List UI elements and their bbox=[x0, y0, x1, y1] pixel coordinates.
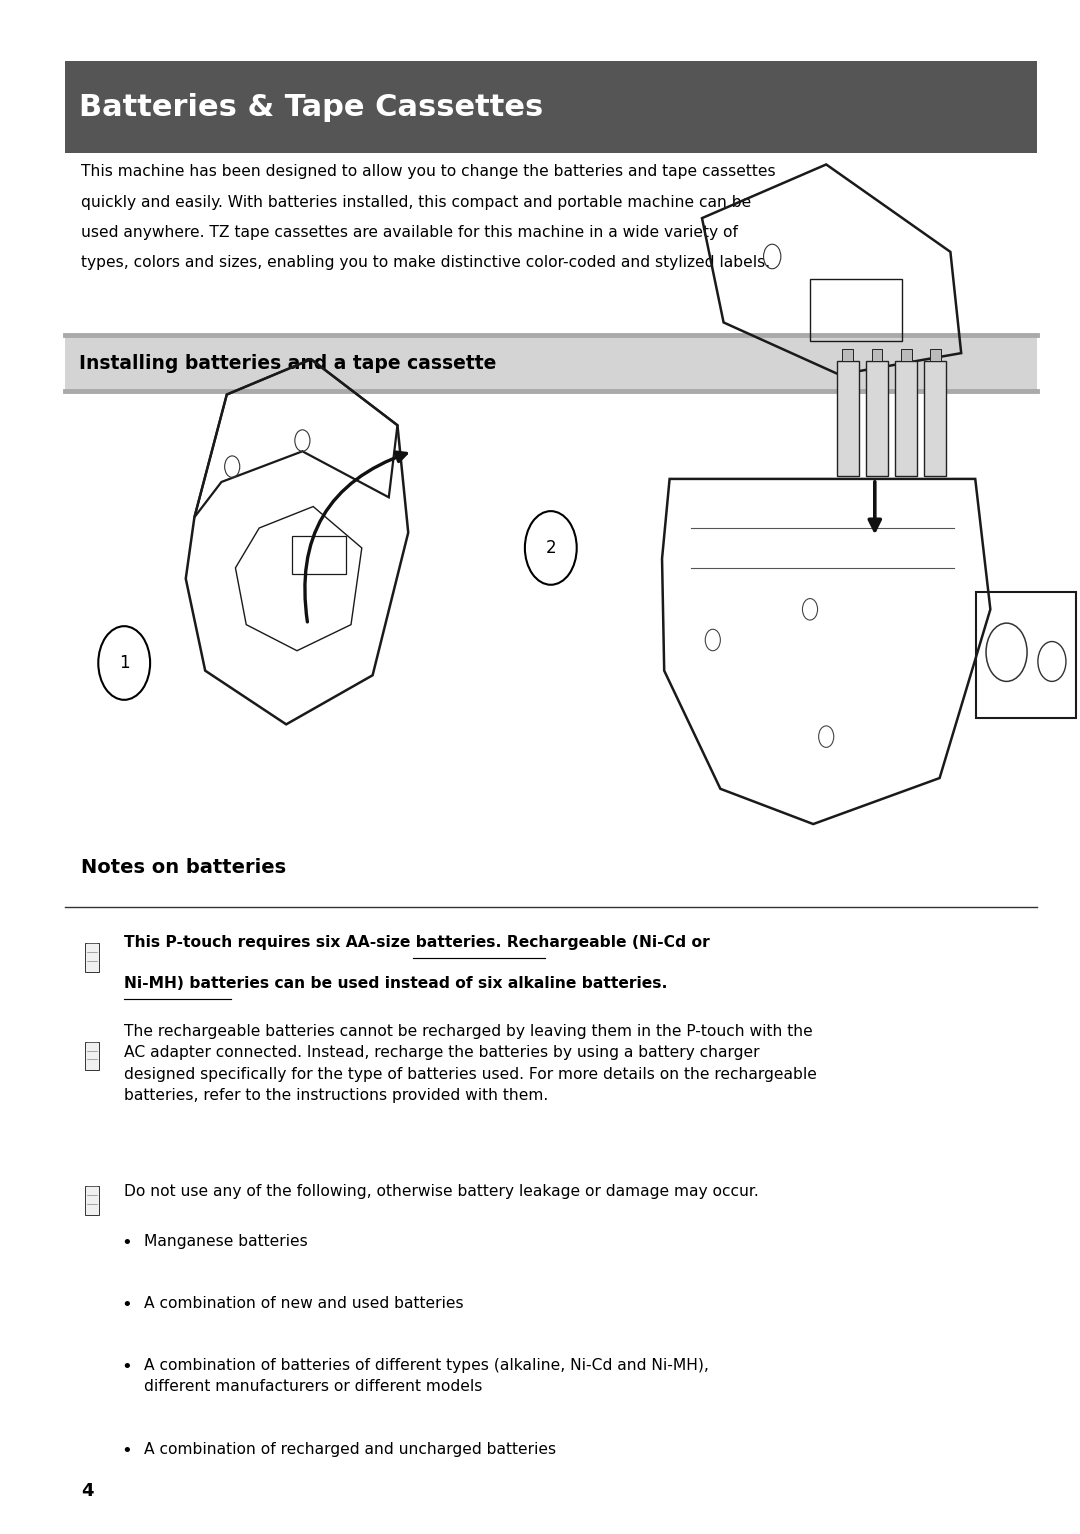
Text: Do not use any of the following, otherwise battery leakage or damage may occur.: Do not use any of the following, otherwi… bbox=[124, 1184, 759, 1198]
Bar bbox=[976, 592, 1076, 718]
Text: types, colors and sizes, enabling you to make distinctive color-coded and styliz: types, colors and sizes, enabling you to… bbox=[81, 255, 770, 270]
Text: This machine has been designed to allow you to change the batteries and tape cas: This machine has been designed to allow … bbox=[81, 164, 775, 179]
Bar bbox=[84, 1042, 99, 1071]
Text: used anywhere. TZ tape cassettes are available for this machine in a wide variet: used anywhere. TZ tape cassettes are ava… bbox=[81, 225, 738, 239]
Text: quickly and easily. With batteries installed, this compact and portable machine : quickly and easily. With batteries insta… bbox=[81, 195, 752, 210]
Bar bbox=[930, 348, 941, 360]
Bar bbox=[866, 360, 888, 476]
Bar bbox=[810, 279, 902, 341]
Text: The rechargeable batteries cannot be recharged by leaving them in the P-touch wi: The rechargeable batteries cannot be rec… bbox=[124, 1025, 818, 1103]
Text: A combination of recharged and uncharged batteries: A combination of recharged and uncharged… bbox=[144, 1442, 556, 1457]
FancyBboxPatch shape bbox=[65, 61, 1037, 153]
Text: Notes on batteries: Notes on batteries bbox=[81, 858, 286, 877]
Text: Ni-MH) batteries can be used instead of six alkaline batteries.: Ni-MH) batteries can be used instead of … bbox=[124, 976, 667, 991]
Bar bbox=[895, 360, 917, 476]
Text: A combination of batteries of different types (alkaline, Ni-Cd and Ni-MH),
diffe: A combination of batteries of different … bbox=[144, 1358, 708, 1394]
Text: Installing batteries and a tape cassette: Installing batteries and a tape cassette bbox=[79, 354, 496, 373]
Text: 2: 2 bbox=[545, 538, 556, 557]
Bar bbox=[84, 943, 99, 971]
Text: Batteries & Tape Cassettes: Batteries & Tape Cassettes bbox=[79, 94, 543, 121]
Text: •: • bbox=[121, 1233, 132, 1252]
Text: •: • bbox=[121, 1442, 132, 1460]
Bar bbox=[837, 360, 859, 476]
Bar bbox=[924, 360, 946, 476]
FancyBboxPatch shape bbox=[65, 334, 1037, 391]
Text: Manganese batteries: Manganese batteries bbox=[144, 1233, 308, 1249]
Bar bbox=[84, 1186, 99, 1215]
Bar bbox=[292, 535, 346, 574]
Bar bbox=[842, 348, 853, 360]
Bar bbox=[901, 348, 912, 360]
Text: A combination of new and used batteries: A combination of new and used batteries bbox=[144, 1296, 463, 1312]
Text: This P-touch requires six AA-size batteries. Rechargeable (Ni-Cd or: This P-touch requires six AA-size batter… bbox=[124, 934, 710, 950]
Text: •: • bbox=[121, 1358, 132, 1376]
Text: •: • bbox=[121, 1296, 132, 1315]
Text: 4: 4 bbox=[81, 1482, 94, 1500]
Bar bbox=[872, 348, 882, 360]
Text: 1: 1 bbox=[119, 653, 130, 672]
